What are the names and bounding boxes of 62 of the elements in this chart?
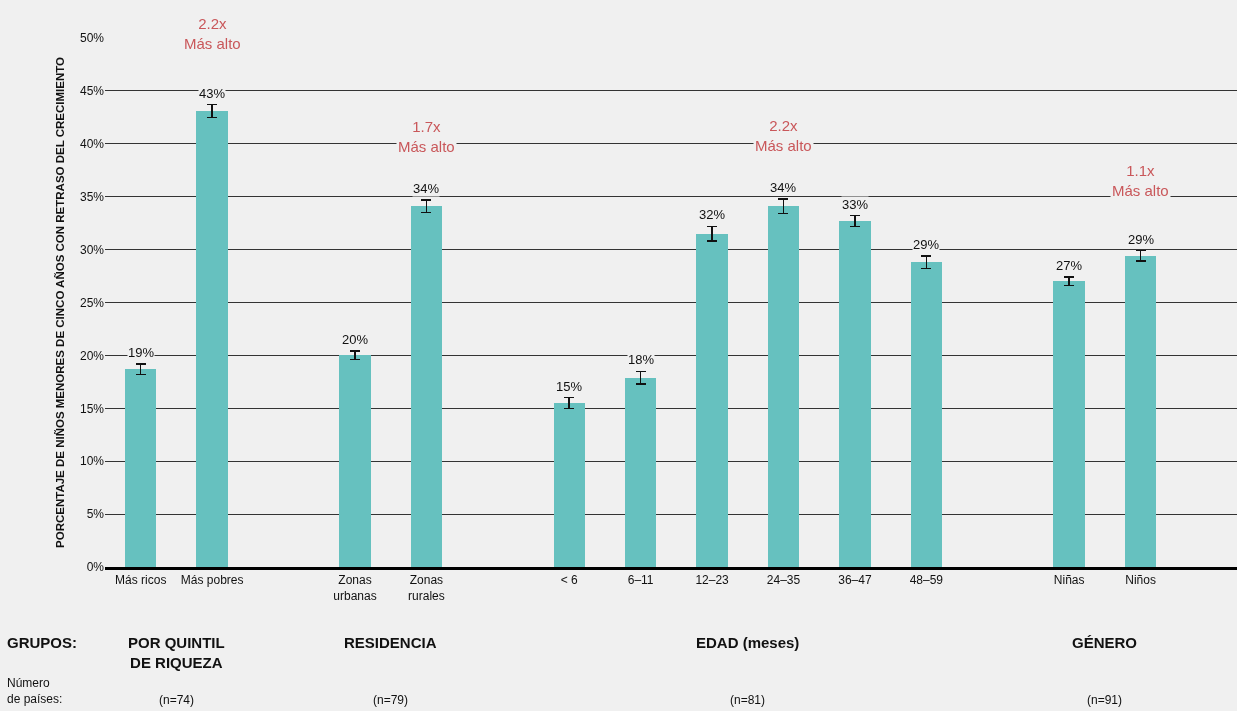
- text: RESIDENCIA: [344, 634, 437, 651]
- x-tick-label: 12–23: [695, 573, 730, 588]
- y-axis-title: PORCENTAJE DE NIÑOS MENORES DE CINCO AÑOS CON RETRASO DEL CRECIMIENTO: [54, 56, 67, 548]
- bar: [411, 206, 442, 567]
- x-tick-label: Más pobres: [180, 573, 244, 588]
- data-label: 29%: [1128, 232, 1155, 247]
- x-tick-label: Niñas: [1053, 573, 1085, 588]
- y-tick-label: 0%: [86, 560, 105, 575]
- text: (n=79): [373, 693, 409, 707]
- y-tick-label: 45%: [79, 84, 105, 99]
- data-label: 19%: [128, 345, 155, 360]
- bar: [196, 111, 228, 567]
- y-tick-label: 5%: [86, 507, 105, 522]
- y-tick-label: 40%: [79, 137, 105, 151]
- annotation: 2.2x Más alto: [755, 117, 812, 154]
- y-tick-label: 15%: [79, 401, 105, 416]
- data-label: 20%: [342, 332, 369, 347]
- data-label: 34%: [413, 181, 440, 196]
- y-tick-label: 20%: [79, 348, 105, 363]
- data-label: 27%: [1056, 258, 1083, 273]
- x-tick-label: 24–35: [766, 573, 801, 588]
- x-tick-label: Niños: [1125, 573, 1156, 588]
- data-label: 43%: [199, 86, 226, 101]
- x-tick-label: 36–47: [838, 573, 872, 588]
- bar: [839, 221, 871, 567]
- annotation: 2.2x Más alto: [184, 15, 241, 52]
- y-tick-label: 10%: [79, 454, 105, 469]
- x-tick-label: < 6: [560, 573, 579, 588]
- data-label: 29%: [913, 237, 940, 252]
- bar: [911, 262, 942, 567]
- y-tick-label: 25%: [79, 295, 105, 310]
- bar: [1125, 256, 1156, 567]
- bar: [1053, 281, 1085, 567]
- text: (n=81): [730, 693, 766, 707]
- y-tick-label: 35%: [79, 189, 105, 204]
- x-tick-label: 6–11: [627, 573, 654, 588]
- annotation: 1.7x Más alto: [398, 118, 455, 155]
- bar: [554, 403, 585, 567]
- data-label: 33%: [842, 197, 869, 212]
- text: Número de países:: [7, 676, 63, 706]
- bar: [125, 369, 156, 567]
- text: GRUPOS:: [7, 634, 78, 651]
- text: GÉNERO: [1072, 634, 1138, 651]
- text: EDAD (meses): [696, 634, 800, 651]
- data-label: 32%: [699, 207, 726, 222]
- bar: [696, 234, 728, 567]
- data-label: 34%: [770, 180, 797, 195]
- x-tick-label: Más ricos: [115, 573, 167, 588]
- annotation: 1.1x Más alto: [1112, 162, 1169, 199]
- y-tick-label: 50%: [79, 31, 105, 46]
- data-label: 18%: [628, 352, 655, 367]
- text: (n=91): [1087, 693, 1123, 707]
- x-tick-label: Zonas urbanas: [333, 573, 377, 603]
- data-label: 15%: [556, 379, 583, 394]
- text: POR QUINTIL DE RIQUEZA: [128, 634, 225, 671]
- bar: [768, 206, 799, 567]
- text: (n=74): [159, 693, 195, 707]
- x-tick-label: 48–59: [909, 573, 944, 588]
- y-tick-label: 30%: [79, 242, 105, 257]
- x-tick-label: Zonas rurales: [408, 573, 445, 603]
- bar: [625, 378, 656, 567]
- bar: [339, 355, 371, 567]
